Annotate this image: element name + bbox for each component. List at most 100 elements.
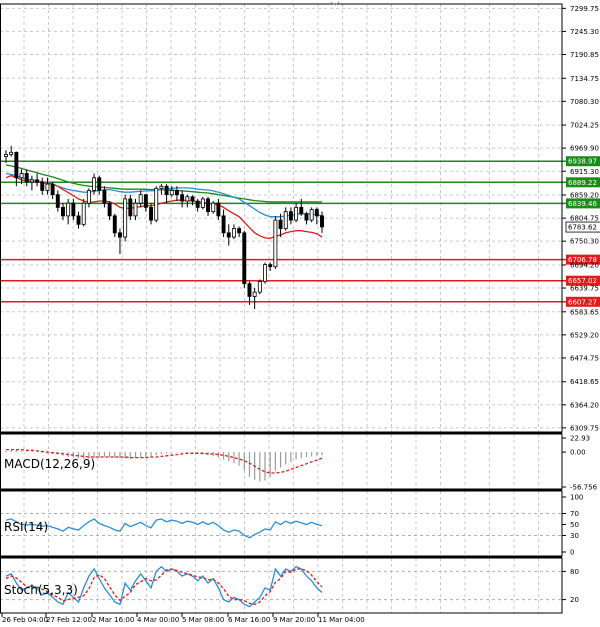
time-tick-label: 27 Feb 12:00 bbox=[46, 616, 92, 624]
candle-body-down bbox=[61, 207, 65, 217]
candle bbox=[221, 209, 226, 238]
price-tick-label: 6750.30 bbox=[570, 238, 599, 246]
price-tick-label: 6804.75 bbox=[570, 215, 599, 223]
price-tick-label: 6639.75 bbox=[570, 285, 599, 293]
candle-body-up bbox=[81, 202, 86, 225]
candle bbox=[247, 281, 252, 305]
candle bbox=[185, 194, 190, 208]
candle bbox=[35, 173, 40, 187]
candle-body-down bbox=[278, 219, 283, 229]
level-label: 6839.46 bbox=[568, 200, 597, 208]
candle-body-up bbox=[4, 154, 8, 157]
panel-tick-label: 0.00 bbox=[570, 449, 586, 457]
candle-body-down bbox=[237, 228, 242, 234]
price-tick-label: 7080.30 bbox=[570, 98, 599, 106]
price-tick-label: 6969.90 bbox=[570, 145, 599, 153]
candle bbox=[97, 175, 102, 195]
level-label: 6657.02 bbox=[568, 277, 597, 285]
panel-tick-label: 80 bbox=[570, 568, 579, 576]
candle bbox=[257, 279, 262, 295]
candle-body-up bbox=[66, 202, 71, 217]
candle-body-down bbox=[55, 194, 60, 208]
rsi-label: RSI(14) bbox=[4, 520, 48, 534]
candle-body-up bbox=[123, 198, 128, 238]
time-tick-label: 4 Mar 00:00 bbox=[137, 616, 179, 624]
macd-panel: 22.93 0.00 -56.756 bbox=[5, 435, 598, 492]
candle bbox=[190, 195, 195, 206]
price-tick-label: 6364.20 bbox=[570, 401, 599, 409]
price-tick-label: 6418.65 bbox=[570, 378, 599, 386]
candle-body-down bbox=[76, 215, 81, 225]
candle bbox=[24, 169, 29, 187]
candle-body-up bbox=[294, 207, 299, 221]
candle-body-down bbox=[149, 207, 154, 221]
level-tag bbox=[566, 177, 600, 188]
candle-body-down bbox=[314, 209, 319, 217]
candle bbox=[40, 177, 45, 195]
candle bbox=[164, 184, 169, 204]
candle bbox=[50, 181, 55, 199]
price-tick-label: 6583.65 bbox=[570, 308, 599, 316]
time-tick-label: 9 Mar 20:00 bbox=[273, 616, 315, 624]
candle bbox=[133, 198, 138, 221]
candle-body-down bbox=[164, 185, 169, 196]
price-tick-label: 6309.75 bbox=[570, 424, 599, 432]
candle-body-up bbox=[45, 183, 50, 191]
candle bbox=[149, 203, 154, 225]
indicator-labels: MACD(12,26,9) RSI(14) Stoch(5,3,3) bbox=[4, 457, 95, 597]
candle bbox=[45, 177, 50, 195]
price-tick-label: 6529.20 bbox=[570, 331, 599, 339]
candle bbox=[138, 190, 143, 208]
candle bbox=[61, 203, 65, 221]
candle-body-up bbox=[19, 173, 24, 179]
candle-body-down bbox=[247, 283, 252, 297]
panel-tick-label: 70 bbox=[570, 510, 579, 518]
candle bbox=[252, 287, 257, 310]
stoch-d-line bbox=[5, 568, 323, 605]
candle bbox=[55, 190, 60, 212]
candle bbox=[71, 198, 76, 221]
candle bbox=[200, 196, 205, 210]
candle-body-up bbox=[309, 209, 314, 221]
candle bbox=[29, 175, 34, 191]
candle bbox=[206, 196, 210, 216]
candle-body-up bbox=[9, 151, 14, 155]
candle-body-down bbox=[268, 264, 273, 268]
current-price-label: 6783.62 bbox=[568, 224, 597, 232]
level-tag bbox=[566, 198, 600, 209]
candle bbox=[231, 224, 236, 240]
candle bbox=[211, 201, 216, 214]
candle-body-up bbox=[200, 198, 205, 208]
level-tag bbox=[566, 275, 600, 286]
macd-label: MACD(12,26,9) bbox=[4, 457, 95, 471]
candle bbox=[195, 198, 200, 212]
candle bbox=[92, 173, 97, 195]
candle bbox=[81, 198, 86, 227]
price-axis: 7299.75 7245.30 7190.85 7134.75 7080.30 7024.… bbox=[562, 5, 599, 432]
candle-body-up bbox=[231, 228, 236, 238]
time-tick-label: 6 Mar 16:00 bbox=[228, 616, 270, 624]
level-label: 6938.97 bbox=[568, 158, 597, 166]
level-tag bbox=[566, 156, 600, 167]
candle bbox=[4, 150, 8, 163]
candle-body-up bbox=[283, 211, 288, 229]
candle-body-down bbox=[35, 179, 40, 183]
candle-body-down bbox=[304, 213, 309, 221]
candle-body-down bbox=[143, 194, 148, 208]
stoch-k-line bbox=[5, 565, 323, 608]
candle bbox=[159, 184, 164, 195]
panel-tick-label: 50 bbox=[570, 521, 579, 529]
grid-lines bbox=[0, 4, 562, 613]
time-tick-label: 5 Mar 08:00 bbox=[182, 616, 224, 624]
candle-body-up bbox=[92, 177, 97, 191]
candle-body-down bbox=[118, 232, 122, 238]
candle-body-down bbox=[242, 232, 247, 285]
candle bbox=[66, 198, 71, 225]
candle-body-up bbox=[154, 187, 159, 221]
price-tick-label: 7190.85 bbox=[570, 51, 599, 59]
candle-body-down bbox=[112, 215, 117, 234]
candle bbox=[283, 207, 288, 231]
candle-body-down bbox=[71, 202, 76, 217]
